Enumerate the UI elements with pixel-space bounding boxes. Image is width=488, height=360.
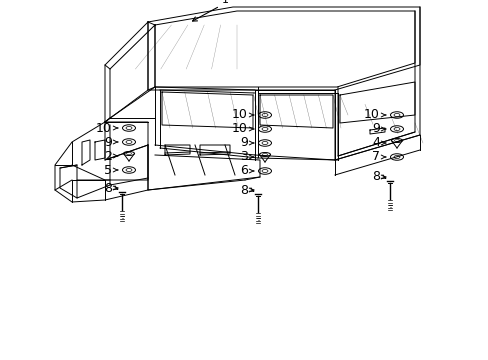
Text: 10: 10: [232, 122, 247, 135]
Text: 9: 9: [240, 136, 247, 149]
Text: 9: 9: [104, 135, 112, 148]
Text: 1: 1: [222, 0, 228, 5]
Text: 5: 5: [104, 163, 112, 176]
Text: 3: 3: [240, 150, 247, 163]
Text: 10: 10: [232, 108, 247, 122]
Text: 9: 9: [371, 122, 379, 135]
Text: 10: 10: [96, 122, 112, 135]
Text: 6: 6: [240, 165, 247, 177]
Text: 8: 8: [240, 184, 247, 197]
Text: 10: 10: [364, 108, 379, 122]
Text: 8: 8: [104, 181, 112, 194]
Text: 7: 7: [371, 150, 379, 163]
Text: 2: 2: [104, 149, 112, 162]
Text: 8: 8: [371, 171, 379, 184]
Text: 4: 4: [371, 136, 379, 149]
